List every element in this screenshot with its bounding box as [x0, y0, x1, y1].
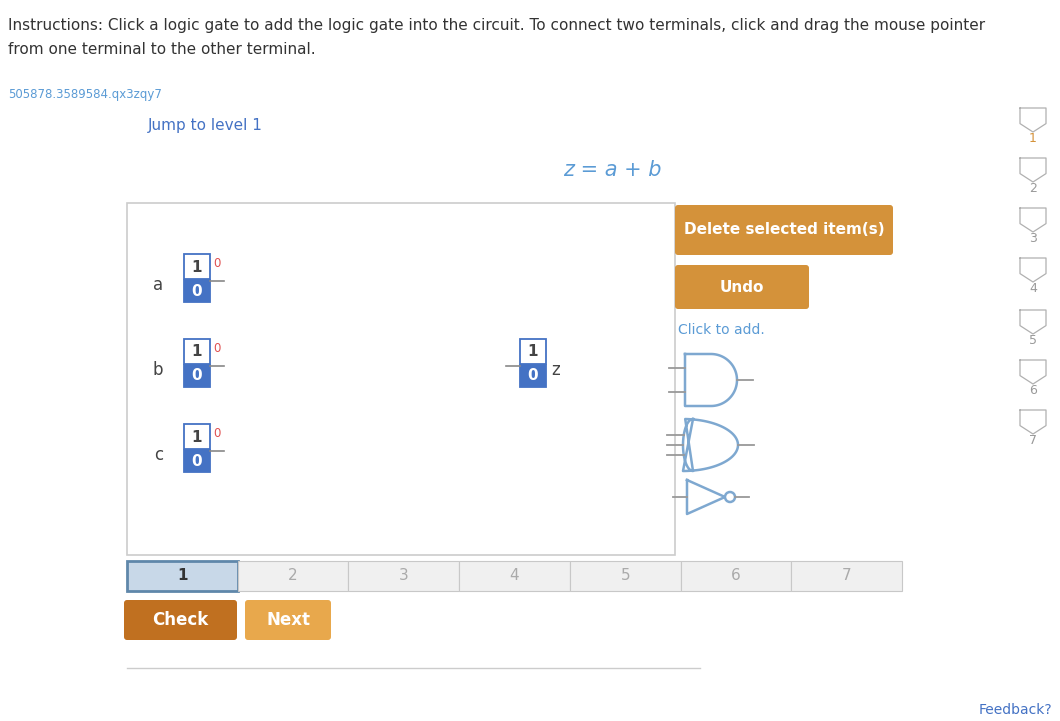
FancyBboxPatch shape [520, 339, 546, 364]
FancyBboxPatch shape [237, 561, 349, 591]
Text: 5: 5 [620, 568, 630, 583]
Text: Instructions: Click a logic gate to add the logic gate into the circuit. To conn: Instructions: Click a logic gate to add … [8, 18, 985, 33]
Text: 1: 1 [192, 345, 202, 360]
FancyBboxPatch shape [675, 265, 809, 309]
FancyBboxPatch shape [681, 561, 791, 591]
FancyBboxPatch shape [520, 365, 546, 387]
Text: Next: Next [266, 611, 310, 629]
Text: 3: 3 [1029, 232, 1037, 245]
Text: 0: 0 [192, 368, 202, 384]
Polygon shape [687, 480, 725, 514]
Polygon shape [1020, 158, 1046, 182]
Text: 2: 2 [288, 568, 298, 583]
Text: Jump to level 1: Jump to level 1 [148, 118, 263, 133]
Polygon shape [1020, 360, 1046, 384]
FancyBboxPatch shape [184, 254, 210, 279]
Polygon shape [1020, 310, 1046, 334]
Text: 0: 0 [192, 454, 202, 469]
Text: Click to add.: Click to add. [678, 323, 764, 337]
FancyBboxPatch shape [570, 561, 681, 591]
Polygon shape [1020, 410, 1046, 434]
Text: 0: 0 [213, 427, 220, 440]
Text: Feedback?: Feedback? [978, 703, 1052, 717]
Text: 0: 0 [192, 283, 202, 298]
Text: 2: 2 [1029, 182, 1037, 195]
FancyBboxPatch shape [184, 424, 210, 449]
Text: 5: 5 [1029, 335, 1037, 348]
Text: 6: 6 [1029, 384, 1037, 397]
Polygon shape [1020, 108, 1046, 132]
Text: b: b [153, 361, 163, 379]
FancyBboxPatch shape [184, 280, 210, 302]
FancyBboxPatch shape [184, 339, 210, 364]
FancyBboxPatch shape [675, 205, 893, 255]
Text: 0: 0 [528, 368, 538, 384]
Text: 4: 4 [1029, 283, 1037, 296]
Text: z: z [551, 361, 560, 379]
FancyBboxPatch shape [184, 450, 210, 472]
Text: Check: Check [153, 611, 209, 629]
Text: Delete selected item(s): Delete selected item(s) [684, 223, 884, 237]
Polygon shape [685, 354, 737, 406]
FancyBboxPatch shape [245, 600, 331, 640]
Text: 1: 1 [528, 345, 538, 360]
Polygon shape [1020, 258, 1046, 282]
FancyBboxPatch shape [127, 561, 237, 591]
FancyBboxPatch shape [459, 561, 570, 591]
FancyBboxPatch shape [124, 600, 237, 640]
Text: 1: 1 [177, 568, 188, 583]
Polygon shape [1020, 208, 1046, 232]
Text: Undo: Undo [720, 280, 764, 294]
Text: 1: 1 [192, 260, 202, 275]
Text: z = a + b: z = a + b [563, 160, 661, 180]
Text: 3: 3 [399, 568, 409, 583]
Text: 0: 0 [213, 342, 220, 355]
Circle shape [725, 492, 735, 502]
Text: 1: 1 [1029, 133, 1037, 146]
Text: 1: 1 [192, 430, 202, 445]
FancyBboxPatch shape [791, 561, 902, 591]
FancyBboxPatch shape [127, 203, 675, 555]
FancyBboxPatch shape [349, 561, 459, 591]
Text: 0: 0 [213, 257, 220, 270]
Text: 7: 7 [842, 568, 851, 583]
Text: 6: 6 [731, 568, 741, 583]
Text: 7: 7 [1029, 435, 1037, 448]
Text: from one terminal to the other terminal.: from one terminal to the other terminal. [8, 42, 316, 57]
FancyBboxPatch shape [184, 365, 210, 387]
Text: 505878.3589584.qx3zqy7: 505878.3589584.qx3zqy7 [8, 88, 162, 101]
Text: a: a [153, 276, 163, 294]
Text: c: c [154, 446, 163, 464]
Polygon shape [683, 419, 738, 471]
Text: 4: 4 [510, 568, 519, 583]
